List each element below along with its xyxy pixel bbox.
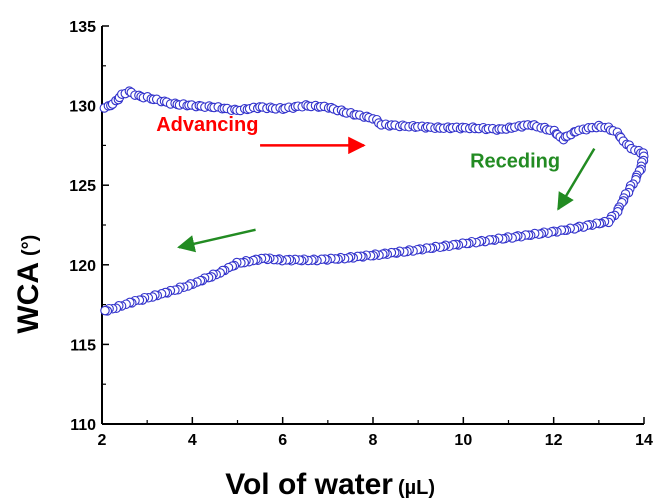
y-tick-label: 110 xyxy=(70,417,96,434)
y-tick-label: 125 xyxy=(69,178,96,195)
y-tick-label: 135 xyxy=(69,19,96,36)
x-axis-title: Vol of water xyxy=(225,468,393,501)
y-axis-unit: (°) xyxy=(19,235,41,256)
data-points xyxy=(99,86,649,316)
x-tick-label: 6 xyxy=(278,432,287,449)
y-tick-label: 115 xyxy=(70,337,96,354)
x-tick-label: 2 xyxy=(98,432,107,449)
annotation-arrow xyxy=(177,228,256,253)
annotation-arrow xyxy=(557,147,596,211)
annotations: Advancing Receding xyxy=(156,114,560,173)
y-tick-label: 120 xyxy=(69,258,96,275)
x-tick-label: 14 xyxy=(635,432,653,449)
annotation-label: Receding xyxy=(470,151,560,173)
plot-frame xyxy=(101,26,644,425)
y-axis-title: WCA xyxy=(12,262,45,334)
annotation-arrows xyxy=(177,136,596,253)
y-axis-title-group: WCA (°) xyxy=(12,235,45,334)
x-axis-unit: (µL) xyxy=(398,477,435,499)
y-tick-label: 130 xyxy=(69,99,96,116)
data-point xyxy=(100,305,110,316)
x-tick-label: 8 xyxy=(369,432,378,449)
x-axis-ticks: 2 4 6 8 10 12 14 xyxy=(98,417,653,449)
annotation-label: Advancing xyxy=(156,114,258,136)
x-tick-label: 4 xyxy=(188,432,197,449)
x-tick-label: 10 xyxy=(454,432,472,449)
x-tick-label: 12 xyxy=(545,432,563,449)
y-axis-ticks: 110 115 120 125 130 135 xyxy=(69,19,109,434)
